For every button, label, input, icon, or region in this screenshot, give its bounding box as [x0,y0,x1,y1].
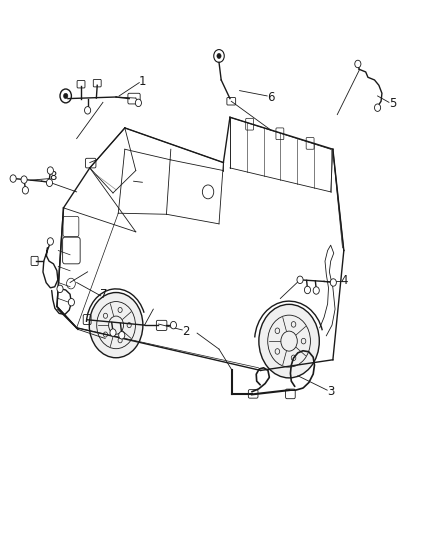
Circle shape [259,304,319,378]
Circle shape [22,187,28,194]
Circle shape [135,99,141,107]
Circle shape [47,167,53,174]
Text: 4: 4 [340,274,348,287]
Circle shape [297,276,303,284]
Circle shape [313,287,319,294]
Circle shape [330,279,336,286]
Circle shape [21,176,27,183]
Circle shape [57,285,63,293]
Text: 6: 6 [267,91,275,103]
Text: 5: 5 [389,98,396,110]
Text: 7: 7 [100,288,108,301]
Circle shape [170,321,177,329]
Text: 8: 8 [50,171,57,183]
Circle shape [47,238,53,245]
Circle shape [10,175,16,182]
Text: 3: 3 [327,385,334,398]
Circle shape [304,286,311,294]
Circle shape [217,53,221,59]
Circle shape [119,332,125,339]
Circle shape [355,60,361,68]
Circle shape [68,298,74,306]
Text: 1: 1 [138,75,146,87]
Circle shape [46,179,53,187]
Circle shape [89,293,143,358]
Circle shape [110,329,116,336]
Circle shape [85,107,91,114]
Circle shape [374,104,381,111]
Circle shape [64,93,68,99]
Text: 2: 2 [182,325,190,338]
